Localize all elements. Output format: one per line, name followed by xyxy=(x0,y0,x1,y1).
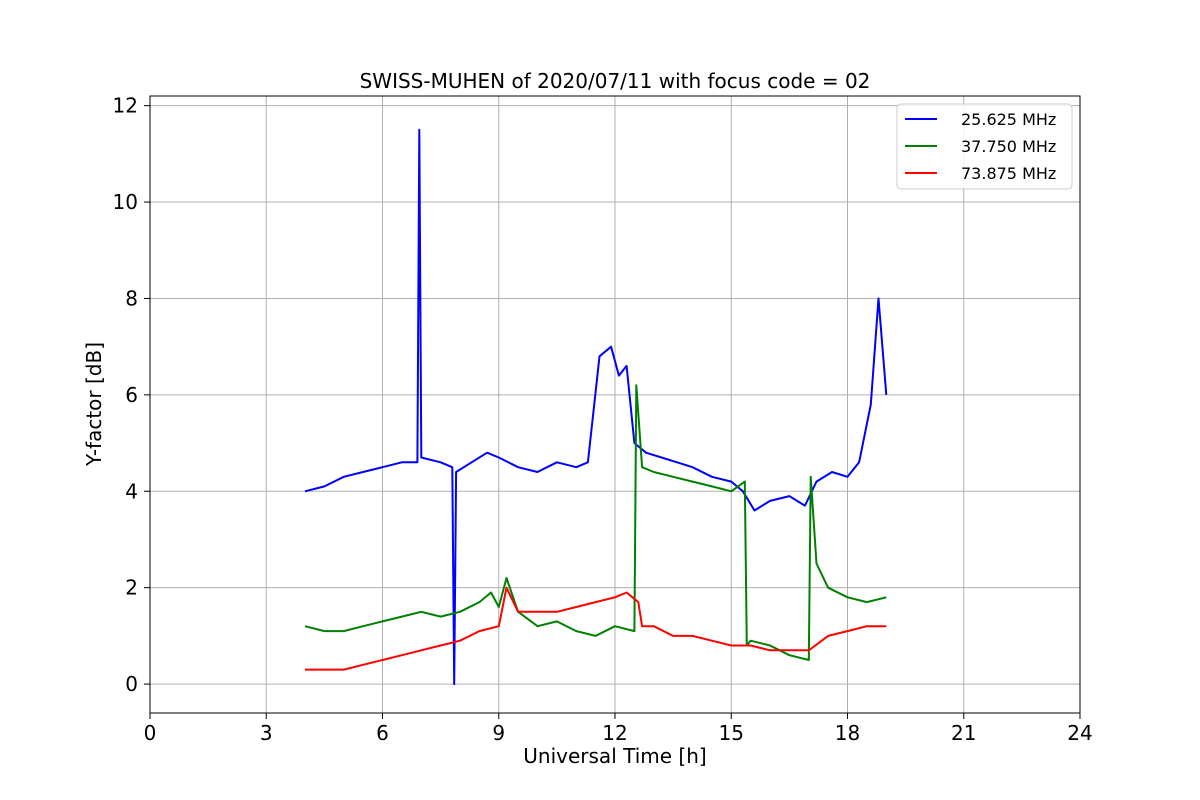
y-axis-label: Y-factor [dB] xyxy=(82,342,106,467)
x-tick-label: 15 xyxy=(719,721,744,745)
y-tick-label: 2 xyxy=(125,576,138,600)
y-tick-label: 12 xyxy=(113,94,138,118)
series-layer xyxy=(304,128,888,686)
series-line-3 xyxy=(305,586,887,671)
y-tick-label: 4 xyxy=(125,479,138,503)
chart-title: SWISS-MUHEN of 2020/07/11 with focus cod… xyxy=(360,69,871,93)
x-axis: 0 3 6 9 12 15 18 21 24 xyxy=(144,713,1093,745)
series-line-1 xyxy=(304,128,888,686)
y-tick-label: 10 xyxy=(113,190,138,214)
legend-label: 37.750 MHz xyxy=(961,137,1056,156)
y-axis: 0 2 4 6 8 10 12 xyxy=(113,94,150,696)
y-tick-label: 6 xyxy=(125,383,138,407)
x-axis-label: Universal Time [h] xyxy=(523,744,706,768)
x-tick-label: 12 xyxy=(602,721,627,745)
x-tick-label: 9 xyxy=(492,721,505,745)
x-tick-label: 3 xyxy=(260,721,273,745)
legend: 25.625 MHz 37.750 MHz 73.875 MHz xyxy=(896,103,1073,190)
legend-label: 25.625 MHz xyxy=(961,110,1056,129)
x-tick-label: 6 xyxy=(376,721,389,745)
x-tick-label: 0 xyxy=(144,721,157,745)
x-tick-label: 21 xyxy=(951,721,976,745)
x-tick-label: 24 xyxy=(1067,721,1092,745)
y-tick-label: 0 xyxy=(125,672,138,696)
x-tick-label: 18 xyxy=(835,721,860,745)
legend-box xyxy=(896,103,1073,190)
legend-label: 73.875 MHz xyxy=(961,164,1056,183)
series-line-2 xyxy=(304,384,887,661)
y-tick-label: 8 xyxy=(125,286,138,310)
